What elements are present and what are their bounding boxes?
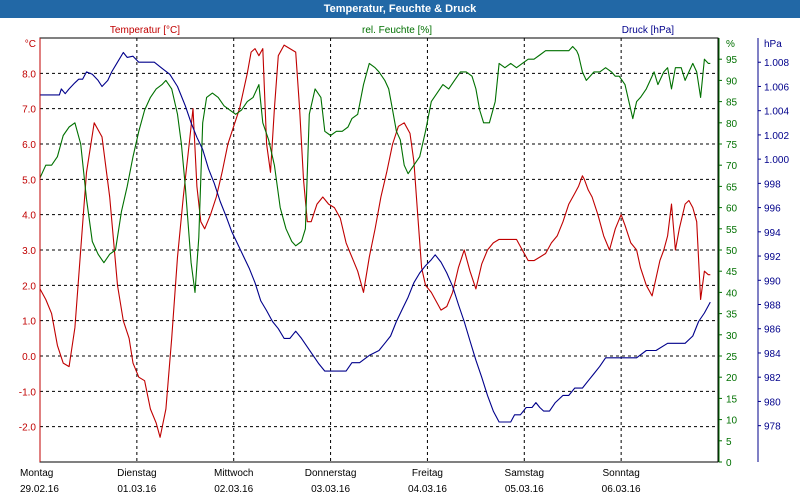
pressure-unit-label: hPa: [764, 39, 782, 50]
humidity-tick-label: 75: [726, 140, 738, 151]
temperature-series-label: Temperatur [°C]: [110, 25, 180, 36]
pressure-tick-label: 1.002: [764, 131, 789, 142]
pressure-tick-label: 998: [764, 179, 781, 190]
pressure-tick-label: 986: [764, 325, 781, 336]
humidity-tick-label: 50: [726, 246, 738, 257]
pressure-tick-label: 1.006: [764, 82, 789, 93]
temperature-tick-label: 5.0: [22, 175, 36, 186]
humidity-tick-label: 40: [726, 288, 738, 299]
humidity-tick-label: 30: [726, 331, 738, 342]
pressure-tick-label: 1.004: [764, 107, 789, 118]
temperature-tick-label: 3.0: [22, 246, 36, 257]
humidity-tick-label: 45: [726, 267, 738, 278]
x-tick-date: 06.03.16: [602, 484, 641, 495]
humidity-tick-label: 95: [726, 55, 738, 66]
temperature-tick-label: 6.0: [22, 140, 36, 151]
humidity-unit-label: %: [726, 39, 735, 50]
x-tick-date: 04.03.16: [408, 484, 447, 495]
axes-layer: -2.0 -1.0 0.0 1.0 2.0 3.0 4.0 5.0 6.0 7.0 8.0 °C 0 5 1…: [19, 25, 790, 495]
grid: [40, 38, 718, 462]
humidity-tick-label: 70: [726, 161, 738, 172]
pressure-tick-label: 996: [764, 204, 781, 215]
temperature-tick-label: 8.0: [22, 69, 36, 80]
temperature-tick-label: 4.0: [22, 211, 36, 222]
pressure-tick-label: 992: [764, 252, 781, 263]
pressure-tick-label: 982: [764, 373, 781, 384]
pressure-tick-label: 1.008: [764, 58, 789, 69]
x-tick-day: Dienstag: [117, 468, 156, 479]
pressure-tick-label: 980: [764, 397, 781, 408]
temperature-tick-label: -2.0: [19, 423, 37, 434]
humidity-tick-label: 15: [726, 394, 738, 405]
temperature-tick-label: 2.0: [22, 281, 36, 292]
pressure-tick-label: 1.000: [764, 155, 789, 166]
humidity-tick-label: 10: [726, 416, 738, 427]
humidity-tick-label: 0: [726, 458, 732, 469]
pressure-tick-label: 990: [764, 276, 781, 287]
x-tick-date: 05.03.16: [505, 484, 544, 495]
humidity-tick-label: 80: [726, 119, 738, 130]
humidity-tick-label: 60: [726, 204, 738, 215]
x-tick-day: Sonntag: [603, 468, 640, 479]
window-title: Temperatur, Feuchte & Druck: [0, 0, 800, 18]
humidity-series-line: [39, 45, 711, 293]
humidity-tick-label: 5: [726, 437, 732, 448]
temperature-tick-label: 1.0: [22, 317, 36, 328]
humidity-tick-label: 25: [726, 352, 738, 363]
x-tick-day: Mittwoch: [214, 468, 253, 479]
humidity-tick-label: 35: [726, 310, 738, 321]
x-tick-day: Freitag: [412, 468, 443, 479]
humidity-tick-label: 90: [726, 76, 738, 87]
x-tick-day: Montag: [20, 468, 53, 479]
humidity-series-label: rel. Feuchte [%]: [362, 25, 432, 36]
humidity-tick-label: 20: [726, 373, 738, 384]
x-tick-day: Donnerstag: [305, 468, 357, 479]
pressure-tick-label: 984: [764, 349, 781, 360]
temperature-tick-label: 0.0: [22, 352, 36, 363]
temperature-tick-label: -1.0: [19, 387, 37, 398]
x-tick-date: 29.02.16: [20, 484, 59, 495]
humidity-tick-label: 55: [726, 225, 738, 236]
x-tick-date: 02.03.16: [214, 484, 253, 495]
humidity-tick-label: 85: [726, 98, 738, 109]
series-layer: [39, 44, 711, 438]
pressure-tick-label: 994: [764, 228, 781, 239]
temperature-tick-label: 7.0: [22, 105, 36, 116]
humidity-tick-label: 65: [726, 182, 738, 193]
x-tick-day: Samstag: [505, 468, 544, 479]
pressure-tick-label: 978: [764, 422, 781, 433]
x-tick-date: 01.03.16: [117, 484, 156, 495]
pressure-series-label: Druck [hPa]: [622, 25, 674, 36]
pressure-series-line: [40, 51, 711, 423]
pressure-tick-label: 988: [764, 301, 781, 312]
x-tick-date: 03.03.16: [311, 484, 350, 495]
temperature-series-line: [39, 44, 711, 438]
temperature-unit-label: °C: [25, 39, 36, 50]
